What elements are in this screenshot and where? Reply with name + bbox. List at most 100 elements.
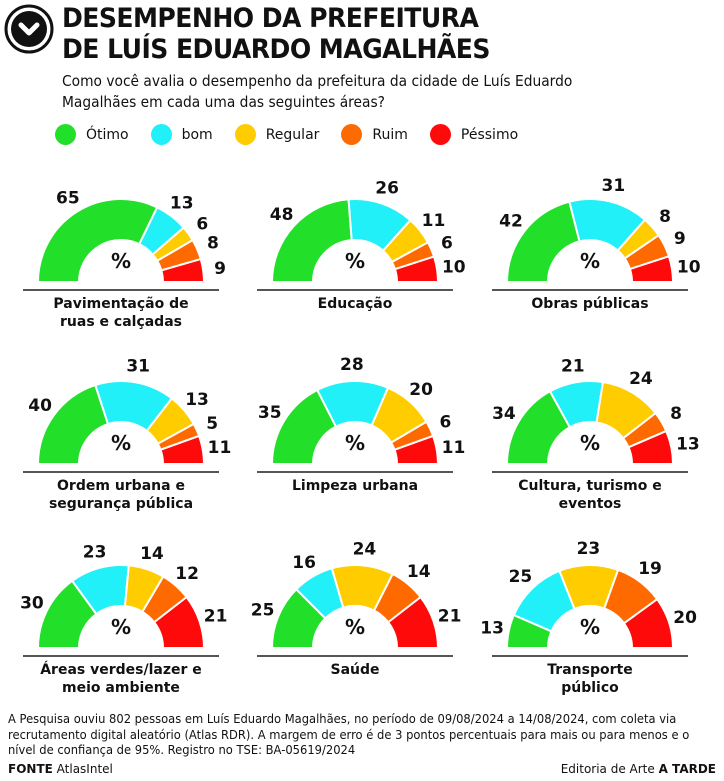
value-label-otimo: 42: [499, 212, 523, 232]
chart-title: Áreas verdes/lazer e meio ambiente: [11, 661, 231, 697]
value-label-regular: 23: [577, 539, 601, 559]
segment-otimo: [36, 198, 159, 283]
value-label-pessimo: 21: [438, 607, 462, 627]
value-label-pessimo: 10: [677, 257, 701, 277]
chart-title-line: ruas e calçadas: [60, 314, 182, 330]
percent-label: %: [345, 431, 365, 455]
value-label-otimo: 34: [492, 404, 516, 424]
chart-title: Educação: [245, 295, 465, 313]
value-label-ruim: 19: [638, 559, 662, 579]
gauge-chart: 30 23 14 12 21%: [20, 543, 228, 657]
value-label-otimo: 40: [28, 396, 52, 416]
source: FONTE AtlasIntel: [8, 762, 113, 776]
chart-title-line: Pavimentação de: [53, 296, 189, 312]
chart-title-line: segurança pública: [48, 496, 194, 512]
gauge-chart: 34 21 24 8 13%: [492, 356, 700, 473]
chart-title: Ordem urbana e segurança pública: [11, 477, 231, 513]
legend-swatch-bom: [150, 124, 172, 145]
segment-pessimo: [386, 595, 440, 649]
chart-title-line: Cultura, turismo e: [518, 478, 662, 494]
value-label-bom: 21: [561, 356, 585, 376]
legend-swatch-pessimo: [429, 124, 451, 145]
gauge-chart: 13 25 23 19 20%: [480, 539, 697, 657]
value-label-regular: 8: [659, 207, 671, 227]
value-label-otimo: 65: [56, 188, 80, 208]
source-name: AtlasIntel: [56, 762, 113, 776]
value-label-pessimo: 9: [214, 259, 226, 279]
chart-title: Limpeza urbana: [245, 477, 465, 495]
value-label-bom: 31: [126, 356, 150, 376]
value-label-regular: 24: [629, 369, 653, 389]
legend-swatch-regular: [234, 124, 256, 145]
chart-title: Saúde: [245, 661, 465, 679]
value-label-ruim: 12: [175, 564, 199, 584]
methodology-note: A Pesquisa ouviu 802 pessoas em Luís Edu…: [8, 712, 690, 757]
percent-label: %: [580, 249, 600, 273]
value-label-pessimo: 21: [204, 607, 228, 627]
value-label-otimo: 13: [480, 619, 504, 639]
chart-title-line: Saúde: [330, 662, 380, 678]
legend-item-regular: Regular: [234, 124, 320, 145]
chart-title-line: Áreas verdes/lazer e: [40, 662, 202, 678]
value-label-ruim: 6: [441, 234, 453, 254]
value-label-otimo: 30: [20, 594, 44, 614]
segment-pessimo: [393, 434, 440, 465]
chart-title-line: Educação: [317, 296, 393, 312]
value-label-pessimo: 10: [442, 258, 466, 278]
legend: Ótimo bom Regular Ruim Péssimo: [55, 124, 540, 145]
title-line-2: DE LUÍS EDUARDO MAGALHÃES: [62, 34, 490, 65]
segment-pessimo: [622, 597, 675, 649]
percent-label: %: [580, 615, 600, 639]
value-label-pessimo: 11: [442, 438, 466, 458]
gauge-chart: 48 26 11 6 10%: [257, 178, 466, 291]
gauge-chart: 40 31 13 5 11%: [23, 356, 232, 473]
percent-label: %: [345, 249, 365, 273]
segment-otimo: [270, 198, 353, 283]
value-label-ruim: 9: [674, 229, 686, 249]
value-label-regular: 14: [140, 544, 164, 564]
value-label-ruim: 6: [440, 412, 452, 432]
credit: Editoria de Arte A TARDE: [561, 762, 716, 776]
source-label: FONTE: [8, 762, 53, 776]
chart-title-line: Limpeza urbana: [291, 478, 419, 494]
value-label-ruim: 5: [206, 414, 218, 434]
gauge-chart: 35 28 20 6 11%: [257, 355, 466, 473]
value-label-pessimo: 13: [676, 435, 700, 455]
page-title: DESEMPENHO DA PREFEITURA DE LUÍS EDUARDO…: [62, 3, 490, 65]
value-label-bom: 16: [292, 553, 316, 573]
value-label-bom: 25: [509, 567, 533, 587]
legend-swatch-ruim: [341, 124, 363, 145]
chevron-down-circle-icon: [4, 4, 54, 54]
legend-label: bom: [181, 126, 213, 143]
percent-label: %: [111, 249, 131, 273]
value-label-regular: 24: [353, 539, 377, 559]
value-label-otimo: 48: [270, 205, 294, 225]
value-label-regular: 20: [409, 380, 433, 400]
segment-pessimo: [393, 255, 440, 283]
segment-pessimo: [152, 595, 206, 649]
chart-title-line: Ordem urbana e: [57, 478, 185, 494]
title-line-1: DESEMPENHO DA PREFEITURA: [62, 3, 479, 34]
chart-title-line: eventos: [558, 496, 622, 512]
subtitle: Como você avalia o desempenho da prefeit…: [62, 72, 573, 111]
legend-label: Regular: [265, 126, 320, 143]
value-label-bom: 31: [602, 176, 626, 196]
value-label-regular: 11: [422, 211, 446, 231]
segment-pessimo: [159, 434, 206, 465]
value-label-bom: 13: [170, 194, 194, 214]
chart-title: Pavimentação de ruas e calçadas: [11, 295, 231, 331]
value-label-pessimo: 11: [208, 438, 232, 458]
legend-item-ruim: Ruim: [341, 124, 408, 145]
value-label-ruim: 8: [207, 234, 219, 254]
chart-title-line: meio ambiente: [62, 680, 180, 696]
segment-pessimo: [627, 429, 675, 465]
value-label-otimo: 25: [251, 601, 275, 621]
credit-prefix: Editoria de Arte: [560, 762, 655, 776]
percent-label: %: [580, 431, 600, 455]
value-label-bom: 26: [375, 178, 399, 198]
chart-title: Cultura, turismo e eventos: [480, 477, 700, 513]
legend-swatch-otimo: [55, 124, 76, 145]
value-label-ruim: 8: [670, 404, 682, 424]
